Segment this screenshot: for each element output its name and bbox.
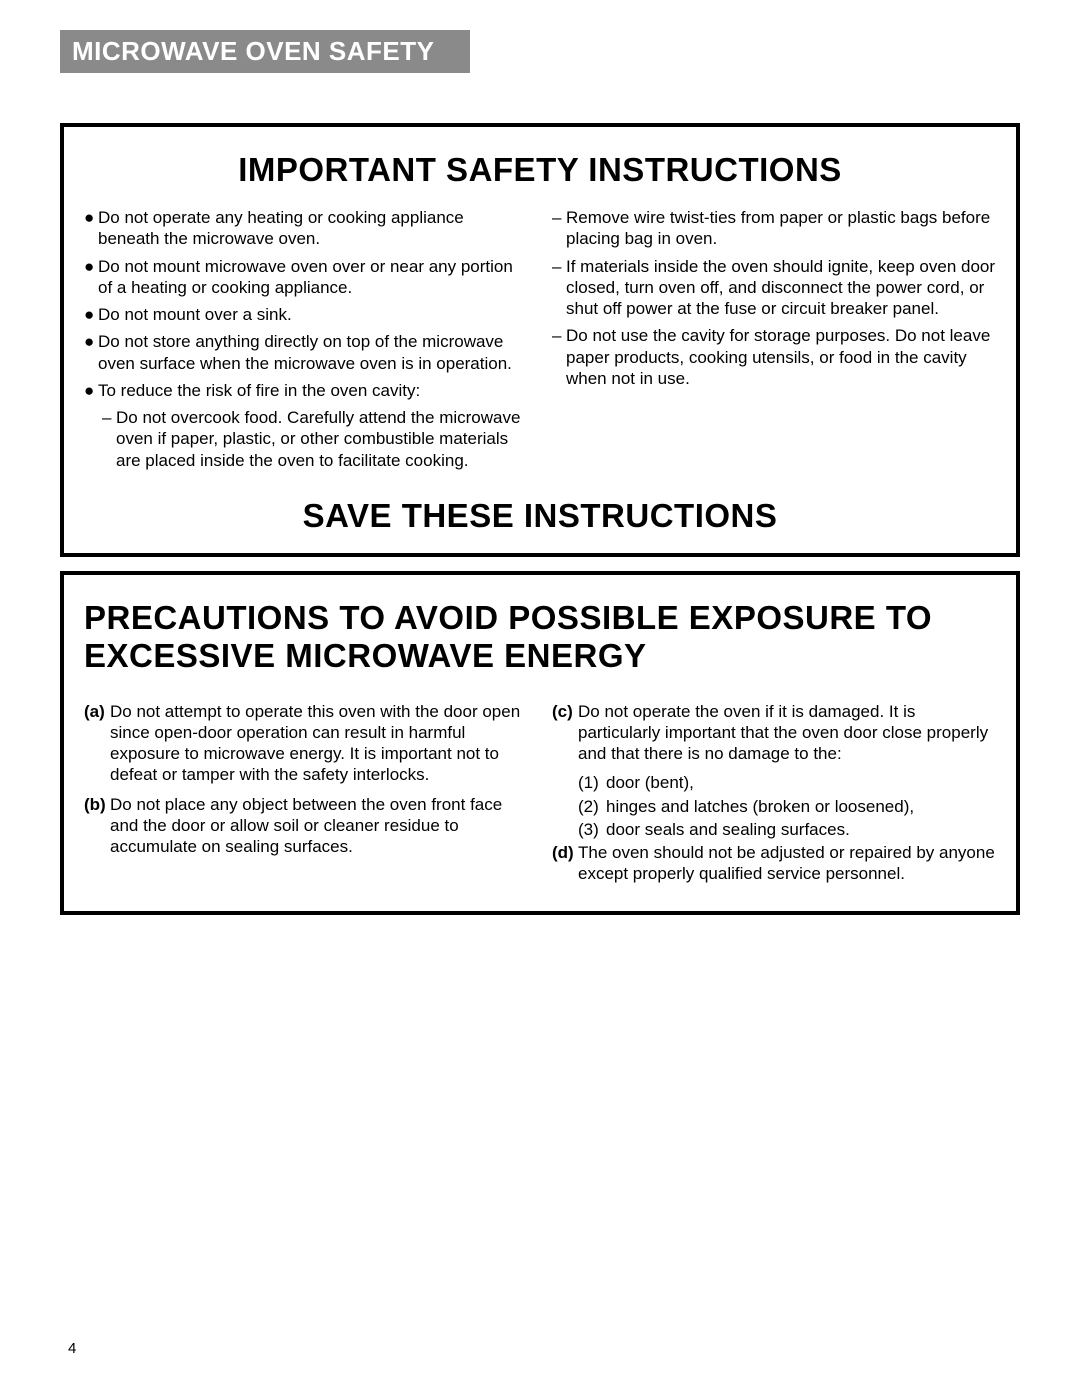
dash-icon: – <box>552 325 566 389</box>
bullet-item: ● Do not operate any heating or cooking … <box>84 207 528 250</box>
bullet-text: Do not mount over a sink. <box>98 304 528 325</box>
number-text: door (bent), <box>606 772 996 793</box>
safety-instructions-box: IMPORTANT SAFETY INSTRUCTIONS ● Do not o… <box>60 123 1020 557</box>
letter-label: (c) <box>552 701 578 765</box>
box2-title: PRECAUTIONS TO AVOID POSSIBLE EXPOSURE T… <box>84 599 996 675</box>
number-text: door seals and sealing surfaces. <box>606 819 996 840</box>
number-label: (1) <box>578 772 606 793</box>
letter-item: (d) The oven should not be adjusted or r… <box>552 842 996 885</box>
number-text: hinges and latches (broken or loosened), <box>606 796 996 817</box>
number-item: (3) door seals and sealing surfaces. <box>578 819 996 840</box>
letter-item: (c) Do not operate the oven if it is dam… <box>552 701 996 765</box>
dash-text: Do not overcook food. Carefully attend t… <box>116 407 528 471</box>
box1-title: IMPORTANT SAFETY INSTRUCTIONS <box>84 151 996 189</box>
precautions-box: PRECAUTIONS TO AVOID POSSIBLE EXPOSURE T… <box>60 571 1020 915</box>
letter-label: (b) <box>84 794 110 858</box>
bullet-icon: ● <box>84 331 98 374</box>
letter-label: (d) <box>552 842 578 885</box>
bullet-text: Do not mount microwave oven over or near… <box>98 256 528 299</box>
dash-text: Remove wire twist-ties from paper or pla… <box>566 207 996 250</box>
bullet-icon: ● <box>84 380 98 401</box>
letter-text: Do not place any object between the oven… <box>110 794 528 858</box>
number-label: (2) <box>578 796 606 817</box>
page-number: 4 <box>68 1340 76 1357</box>
box2-right-col: (c) Do not operate the oven if it is dam… <box>552 701 996 893</box>
bullet-item: ● Do not store anything directly on top … <box>84 331 528 374</box>
box1-right-col: – Remove wire twist-ties from paper or p… <box>552 207 996 477</box>
section-header: MICROWAVE OVEN SAFETY <box>60 30 470 73</box>
number-item: (2) hinges and latches (broken or loosen… <box>578 796 996 817</box>
number-label: (3) <box>578 819 606 840</box>
bullet-icon: ● <box>84 207 98 250</box>
letter-item: (a) Do not attempt to operate this oven … <box>84 701 528 786</box>
dash-item: – Remove wire twist-ties from paper or p… <box>552 207 996 250</box>
letter-item: (b) Do not place any object between the … <box>84 794 528 858</box>
letter-text: The oven should not be adjusted or repai… <box>578 842 996 885</box>
bullet-icon: ● <box>84 256 98 299</box>
box2-columns: (a) Do not attempt to operate this oven … <box>84 701 996 893</box>
dash-text: If materials inside the oven should igni… <box>566 256 996 320</box>
dash-icon: – <box>102 407 116 471</box>
bullet-item: ● To reduce the risk of fire in the oven… <box>84 380 528 401</box>
bullet-item: ● Do not mount microwave oven over or ne… <box>84 256 528 299</box>
box1-columns: ● Do not operate any heating or cooking … <box>84 207 996 477</box>
dash-item: – If materials inside the oven should ig… <box>552 256 996 320</box>
dash-icon: – <box>552 207 566 250</box>
bullet-item: ● Do not mount over a sink. <box>84 304 528 325</box>
box1-left-col: ● Do not operate any heating or cooking … <box>84 207 528 477</box>
letter-text: Do not operate the oven if it is damaged… <box>578 701 996 765</box>
save-instructions-title: SAVE THESE INSTRUCTIONS <box>84 497 996 535</box>
number-item: (1) door (bent), <box>578 772 996 793</box>
bullet-text: Do not store anything directly on top of… <box>98 331 528 374</box>
dash-icon: – <box>552 256 566 320</box>
dash-item: – Do not use the cavity for storage purp… <box>552 325 996 389</box>
bullet-text: Do not operate any heating or cooking ap… <box>98 207 528 250</box>
dash-item: – Do not overcook food. Carefully attend… <box>102 407 528 471</box>
box2-left-col: (a) Do not attempt to operate this oven … <box>84 701 528 893</box>
letter-label: (a) <box>84 701 110 786</box>
bullet-text: To reduce the risk of fire in the oven c… <box>98 380 528 401</box>
letter-text: Do not attempt to operate this oven with… <box>110 701 528 786</box>
bullet-icon: ● <box>84 304 98 325</box>
dash-text: Do not use the cavity for storage purpos… <box>566 325 996 389</box>
